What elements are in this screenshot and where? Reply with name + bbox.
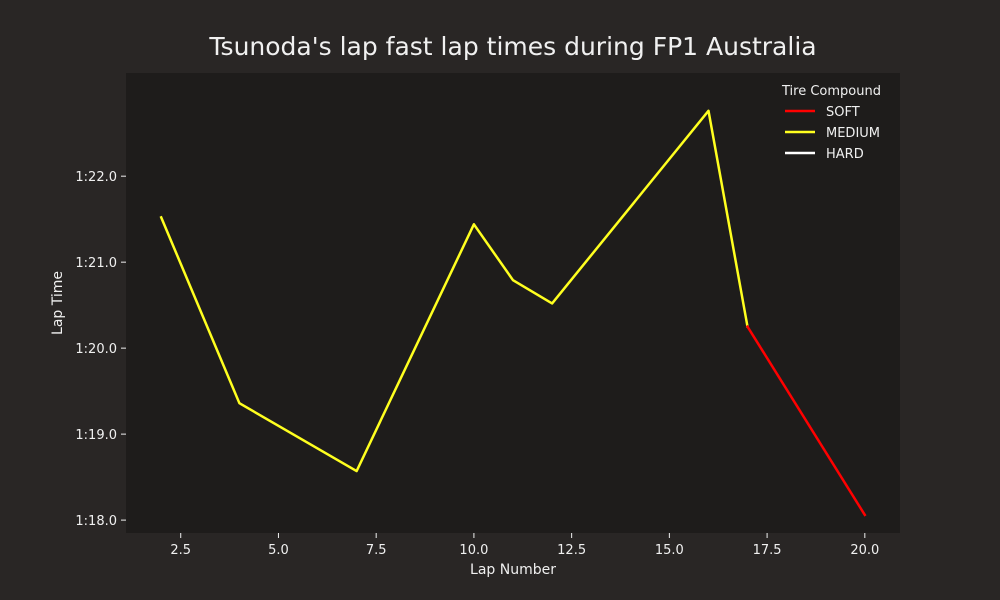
legend-label-hard: HARD <box>826 147 864 162</box>
y-tick-label: 1:22.0 <box>75 170 117 185</box>
x-tick-label: 12.5 <box>557 543 586 558</box>
chart-title: Tsunoda's lap fast lap times during FP1 … <box>208 32 816 61</box>
y-axis: 1:18.0 1:19.0 1:20.0 1:21.0 1:22.0 <box>75 170 126 529</box>
x-tick-label: 20.0 <box>850 543 879 558</box>
y-tick-label: 1:19.0 <box>75 428 117 443</box>
x-axis-label: Lap Number <box>470 562 556 578</box>
series-layer <box>159 109 867 517</box>
series-line-medium <box>159 109 749 473</box>
legend-label-medium: MEDIUM <box>826 126 880 141</box>
x-tick-label: 5.0 <box>268 543 289 558</box>
x-tick-label: 15.0 <box>655 543 684 558</box>
x-tick-label: 7.5 <box>366 543 387 558</box>
series-line-soft <box>745 324 867 517</box>
x-tick-label: 2.5 <box>170 543 191 558</box>
x-tick-label: 17.5 <box>753 543 782 558</box>
legend-title: Tire Compound <box>781 84 881 99</box>
legend: Tire Compound SOFT MEDIUM HARD <box>776 79 894 167</box>
y-axis-label: Lap Time <box>50 271 66 335</box>
legend-label-soft: SOFT <box>826 105 860 120</box>
y-tick-label: 1:18.0 <box>75 514 117 529</box>
plot-area <box>126 73 900 533</box>
x-tick-label: 10.0 <box>459 543 488 558</box>
x-axis: 2.5 5.0 7.5 10.0 12.5 15.0 17.5 20.0 <box>170 533 879 558</box>
y-tick-label: 1:21.0 <box>75 256 117 271</box>
y-tick-label: 1:20.0 <box>75 342 117 357</box>
